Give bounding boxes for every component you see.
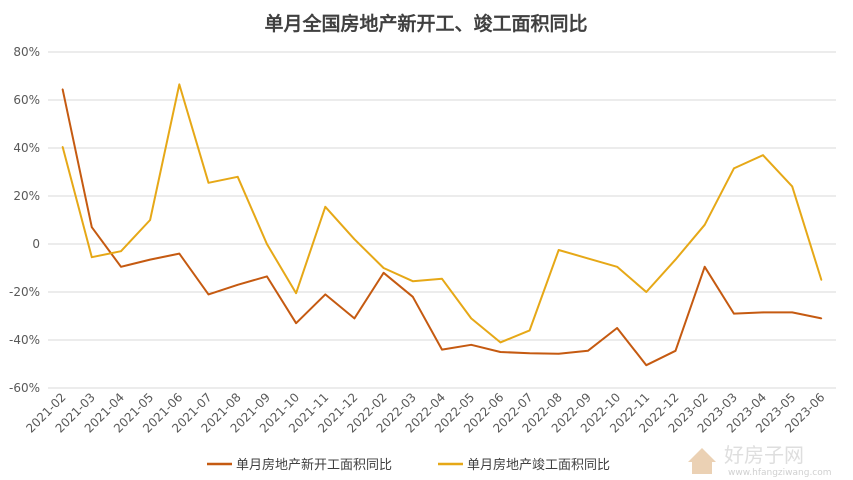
site-watermark: 好房子网 www.hfangziwang.com	[688, 443, 832, 478]
data-point	[61, 88, 64, 90]
y-tick-label: -60%	[9, 381, 40, 395]
data-point	[820, 317, 823, 320]
data-point	[324, 293, 327, 296]
data-point	[528, 329, 531, 332]
data-point	[353, 238, 356, 240]
data-point	[762, 311, 764, 314]
y-tick-label: 80%	[13, 45, 40, 59]
data-point	[441, 348, 443, 351]
data-point	[295, 322, 297, 325]
data-point	[557, 352, 560, 355]
legend: 单月房地产新开工面积同比 单月房地产竣工面积同比	[207, 457, 610, 473]
data-point	[645, 291, 648, 293]
legend-label-completions: 单月房地产竣工面积同比	[467, 457, 610, 473]
x-axis-ticks: 2021-022021-032021-042021-052021-062021-…	[23, 390, 827, 435]
data-point	[791, 311, 794, 314]
data-point	[149, 258, 151, 261]
y-tick-label: -40%	[9, 333, 40, 347]
data-point	[587, 350, 589, 352]
data-point	[470, 317, 472, 320]
data-point	[616, 266, 618, 268]
series-lines	[61, 83, 823, 367]
watermark-url: www.hfangziwang.com	[728, 468, 832, 478]
data-point	[207, 182, 210, 184]
data-point	[557, 249, 560, 251]
data-point	[120, 266, 122, 268]
data-point	[528, 352, 531, 355]
data-point	[820, 279, 823, 281]
data-point	[90, 256, 93, 259]
data-point	[236, 176, 239, 178]
gridlines	[48, 51, 836, 389]
legend-label-new-starts: 单月房地产新开工面积同比	[236, 457, 392, 473]
data-point	[61, 146, 64, 148]
data-point	[266, 243, 268, 245]
data-point	[470, 344, 472, 346]
y-tick-label: -20%	[9, 285, 40, 299]
data-point	[236, 284, 239, 286]
chart-title: 单月全国房地产新开工、竣工面积同比	[264, 12, 587, 35]
data-point	[762, 154, 764, 156]
data-point	[90, 226, 93, 228]
data-point	[645, 364, 648, 367]
data-point	[382, 272, 385, 274]
data-point	[120, 250, 122, 252]
data-point	[733, 167, 735, 170]
data-point	[616, 327, 618, 329]
house-logo-icon	[688, 448, 716, 462]
y-axis-ticks: 80% 60% 40% 20% 0 -20% -40% -60%	[9, 45, 40, 395]
data-point	[353, 317, 356, 320]
data-point	[178, 83, 181, 86]
series-line-new-starts	[61, 88, 822, 367]
house-logo-body	[692, 462, 712, 474]
series-line-completions	[61, 83, 823, 344]
data-point	[149, 219, 151, 221]
y-tick-label: 40%	[13, 141, 40, 155]
data-point	[178, 252, 181, 255]
data-point	[412, 280, 414, 283]
data-point	[324, 206, 327, 208]
data-point	[266, 275, 268, 278]
data-point	[441, 278, 443, 280]
y-tick-label: 0	[32, 237, 40, 251]
y-tick-label: 60%	[13, 93, 40, 107]
data-point	[499, 351, 502, 353]
data-point	[412, 296, 414, 298]
data-point	[791, 185, 794, 188]
data-point	[674, 350, 677, 352]
data-point	[674, 258, 677, 261]
y-tick-label: 20%	[13, 189, 40, 203]
data-point	[733, 312, 735, 315]
data-point	[207, 293, 210, 296]
data-point	[587, 257, 589, 260]
data-point	[382, 267, 385, 269]
data-point	[703, 224, 706, 226]
watermark-logo-text: 好房子网	[724, 443, 804, 467]
data-point	[499, 341, 502, 344]
data-point	[703, 266, 706, 268]
data-point	[295, 292, 297, 295]
